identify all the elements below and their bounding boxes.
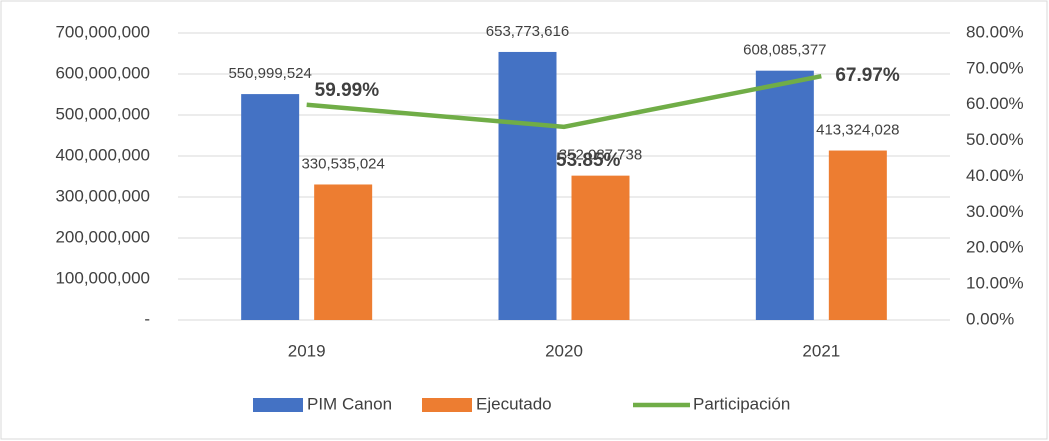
bar bbox=[241, 94, 300, 320]
y2-tick-label: 0.00% bbox=[966, 309, 1014, 328]
y-tick-label: 300,000,000 bbox=[55, 186, 150, 205]
y2-tick-label: 50.00% bbox=[966, 130, 1024, 149]
y-tick-label: 200,000,000 bbox=[55, 227, 150, 246]
legend-label: Ejecutado bbox=[476, 394, 552, 413]
y2-tick-label: 40.00% bbox=[966, 166, 1024, 185]
y2-tick-label: 70.00% bbox=[966, 58, 1024, 77]
bar bbox=[314, 184, 373, 320]
y-tick-label: 600,000,000 bbox=[55, 63, 150, 82]
y-tick-label: 700,000,000 bbox=[55, 22, 150, 41]
y-tick-label: 500,000,000 bbox=[55, 104, 150, 123]
bar-value-label: 352,087,738 bbox=[559, 147, 642, 164]
bar bbox=[755, 70, 814, 320]
legend-swatch bbox=[253, 398, 303, 412]
y2-tick-label: 20.00% bbox=[966, 238, 1024, 257]
bar bbox=[571, 175, 630, 320]
bar-value-label: 653,773,616 bbox=[486, 23, 569, 40]
bar-value-label: 330,535,024 bbox=[301, 155, 384, 172]
bar-value-label: 608,085,377 bbox=[743, 42, 826, 59]
y-tick-label: 100,000,000 bbox=[55, 268, 150, 287]
y2-tick-label: 80.00% bbox=[966, 22, 1024, 41]
y-tick-label: 400,000,000 bbox=[55, 145, 150, 164]
bar-value-label: 550,999,524 bbox=[228, 65, 311, 82]
legend-label: PIM Canon bbox=[307, 394, 392, 413]
bar bbox=[498, 51, 557, 320]
y2-tick-label: 10.00% bbox=[966, 274, 1024, 293]
line-value-label: 59.99% bbox=[315, 80, 380, 101]
line-value-label: 53.85% bbox=[556, 150, 621, 171]
line-value-label: 67.97% bbox=[835, 65, 900, 86]
x-tick-label: 2019 bbox=[288, 341, 326, 360]
x-tick-label: 2021 bbox=[802, 341, 840, 360]
y-tick-label: - bbox=[144, 309, 150, 328]
line bbox=[306, 73, 822, 130]
legend-label: Participación bbox=[693, 394, 790, 413]
y2-tick-label: 30.00% bbox=[966, 202, 1024, 221]
bar-value-label: 413,324,028 bbox=[816, 122, 899, 139]
bar bbox=[828, 150, 887, 320]
x-tick-label: 2020 bbox=[545, 341, 583, 360]
y2-tick-label: 60.00% bbox=[966, 94, 1024, 113]
legend-swatch bbox=[422, 398, 472, 412]
